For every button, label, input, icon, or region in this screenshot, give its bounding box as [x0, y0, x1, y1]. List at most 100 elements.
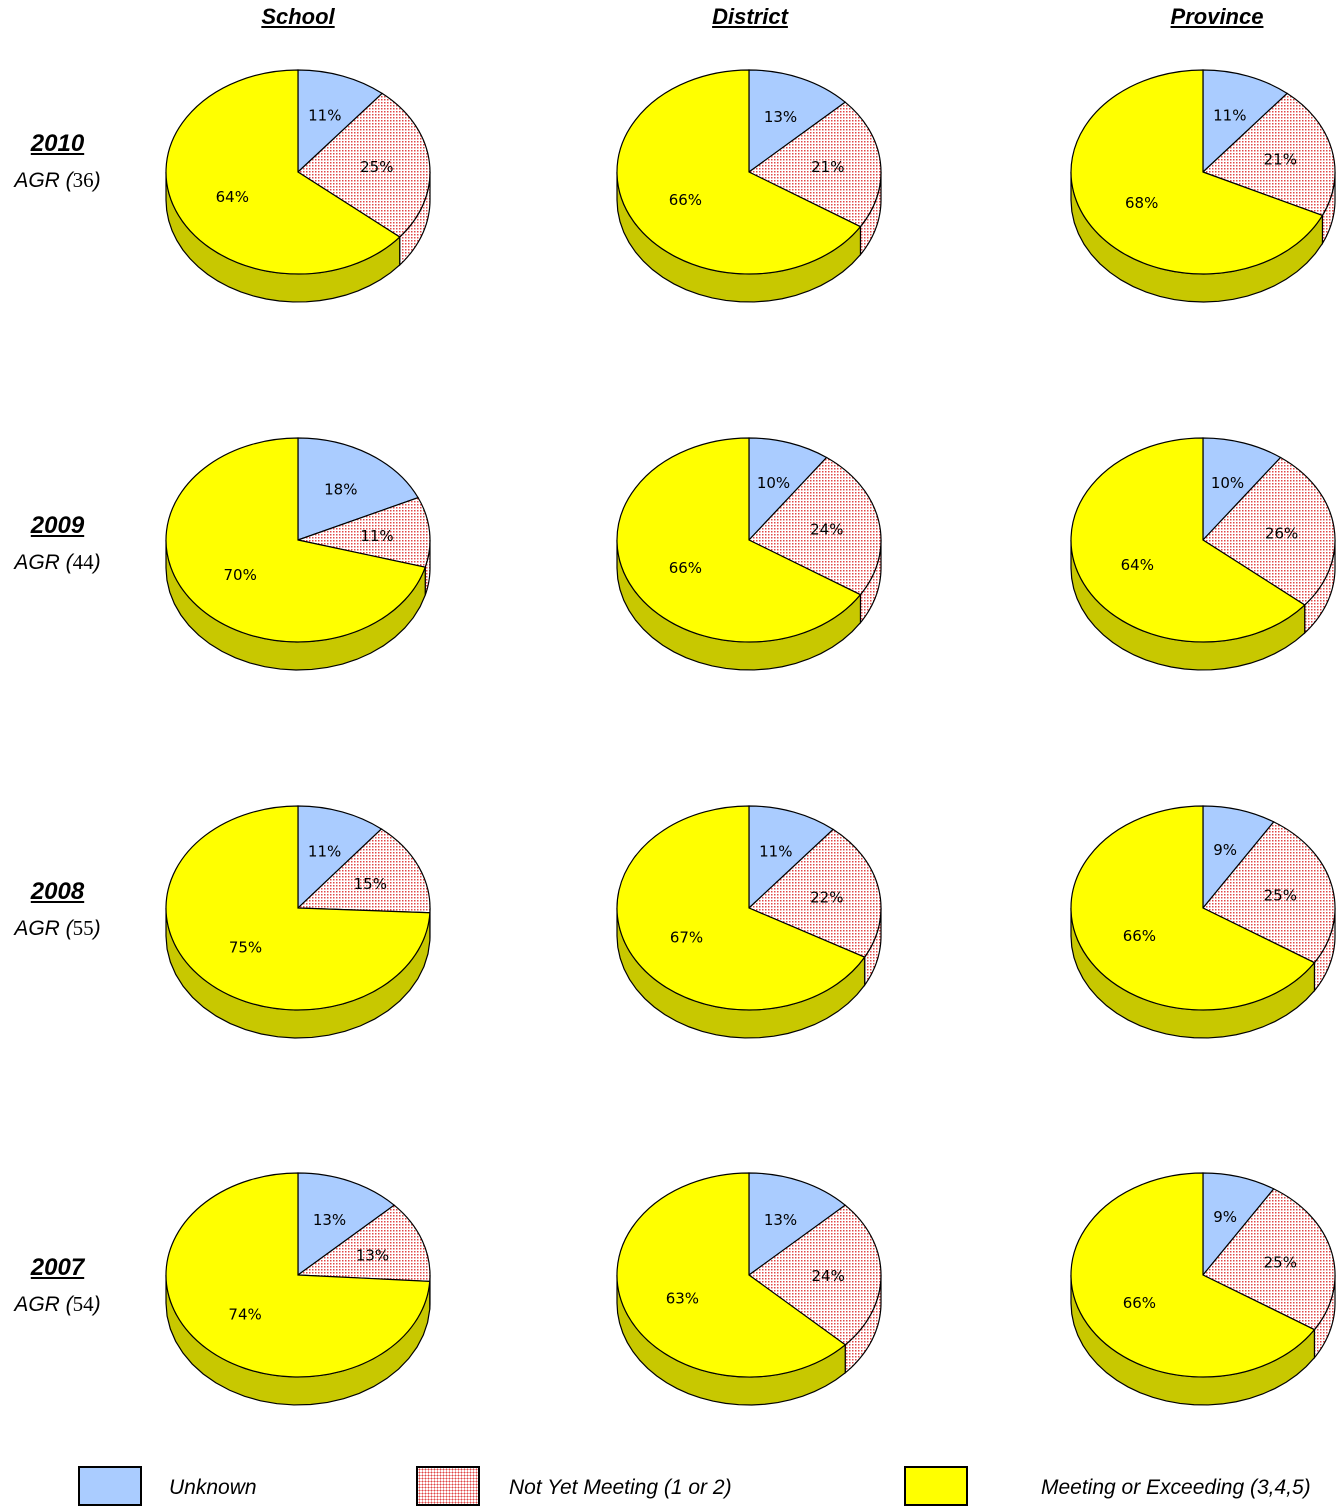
pie-label-meeting: 66% — [1123, 927, 1156, 945]
legend-swatch-not-yet — [416, 1466, 480, 1506]
pie-slice-unknown — [748, 1172, 847, 1277]
pie-chart-2007-district: 13% 24% 63% — [616, 1172, 882, 1406]
pie-label-meeting: 64% — [216, 188, 249, 206]
pie-slice-unknown — [297, 805, 383, 910]
pie-chart-2008-district: 11% 22% 67% — [616, 805, 882, 1039]
pie-chart-2009-district: 10% 24% 66% — [616, 437, 882, 671]
row-label-2010: 2010 AGR (36) — [0, 130, 115, 193]
legend-label-meeting: Meeting or Exceeding (3,4,5) — [1041, 1476, 1311, 1499]
pie-slice-meeting — [1070, 437, 1306, 643]
pie-label-unknown: 11% — [308, 842, 341, 860]
column-header-province: Province — [1170, 4, 1264, 29]
pie-slice-meeting — [616, 437, 862, 643]
pie-label-unknown: 11% — [1213, 106, 1246, 124]
pie-label-not-yet: 26% — [1265, 524, 1298, 542]
pie-label-unknown: 11% — [759, 842, 792, 860]
row-year: 2010 — [30, 130, 85, 157]
pie-label-not-yet: 25% — [1264, 887, 1297, 905]
column-header-district: District — [712, 4, 788, 29]
pie-label-unknown: 9% — [1213, 841, 1237, 859]
pie-slice-not-yet — [747, 101, 882, 228]
pie-label-unknown: 11% — [308, 106, 341, 124]
pie-slice-not-yet — [297, 92, 431, 238]
pie-slice-not-yet — [1202, 1188, 1336, 1331]
pie-slice-unknown — [297, 437, 419, 541]
pie-label-unknown: 18% — [324, 481, 357, 499]
pie-label-not-yet: 21% — [1264, 151, 1297, 169]
pie-label-meeting: 75% — [229, 939, 262, 957]
row-count-label: AGR (36) — [14, 168, 101, 192]
pie-slice-unknown — [748, 805, 835, 910]
pie-slice-unknown — [748, 69, 847, 174]
pie-chart-2010-school: 11% 25% 64% — [165, 69, 431, 303]
pie-label-not-yet: 13% — [356, 1246, 389, 1264]
pie-slice-not-yet — [748, 456, 882, 596]
pie-label-unknown: 10% — [757, 474, 790, 492]
row-label-2008: 2008 AGR (55) — [0, 878, 115, 941]
pie-label-meeting: 66% — [669, 191, 702, 209]
row-label-2009: 2009 AGR (44) — [0, 512, 115, 575]
pie-chart-2008-province: 9% 25% 66% — [1070, 805, 1336, 1039]
pie-label-not-yet: 25% — [1264, 1254, 1297, 1272]
pie-label-meeting: 66% — [1123, 1294, 1156, 1312]
pie-slice-meeting — [165, 1172, 431, 1378]
pie-chart-2010-province: 11% 21% 68% — [1070, 69, 1336, 303]
pie-label-not-yet: 25% — [360, 158, 393, 176]
pie-label-not-yet: 24% — [810, 521, 843, 539]
row-count-label: AGR (44) — [14, 550, 101, 574]
pie-label-meeting: 70% — [224, 566, 257, 584]
pie-label-meeting: 74% — [228, 1305, 261, 1323]
pie-label-not-yet: 22% — [810, 889, 843, 907]
pie-label-not-yet: 15% — [354, 875, 387, 893]
row-label-2007: 2007 AGR (54) — [0, 1254, 115, 1317]
pie-slice-unknown — [1202, 437, 1282, 542]
pie-slice-meeting — [165, 69, 401, 275]
pie-slice-meeting — [165, 805, 431, 1011]
row-count-label: AGR (54) — [14, 1292, 101, 1316]
pie-slice-not-yet — [747, 828, 882, 958]
pie-slice-not-yet — [296, 828, 431, 914]
pie-slice-not-yet — [296, 1204, 431, 1283]
legend-label-unknown: Unknown — [169, 1476, 257, 1499]
pie-slice-unknown — [748, 437, 828, 542]
row-year: 2009 — [30, 512, 85, 539]
pie-label-meeting: 67% — [670, 929, 703, 947]
pie-slice-meeting — [616, 69, 862, 275]
pie-slice-not-yet — [1202, 821, 1336, 964]
pie-label-meeting: 68% — [1125, 194, 1158, 212]
pie-slice-not-yet — [295, 496, 431, 568]
pie-slice-unknown — [297, 1172, 396, 1277]
pie-label-unknown: 9% — [1213, 1208, 1237, 1226]
pie-slice-not-yet — [1201, 92, 1336, 217]
pie-label-meeting: 64% — [1121, 556, 1154, 574]
pie-chart-grid: 11% 25% 64% 13% 21% 66% 11% 21% 68% 18% 11% 70% 10% 2… — [165, 69, 1336, 1406]
legend-label-not-yet: Not Yet Meeting (1 or 2) — [509, 1476, 732, 1499]
pie-slice-meeting — [165, 437, 427, 643]
pie-slice-not-yet — [747, 1204, 882, 1346]
pie-slice-meeting — [616, 805, 866, 1011]
pie-chart-2008-school: 11% 15% 75% — [165, 805, 431, 1039]
pie-label-meeting: 63% — [666, 1289, 699, 1307]
pie-label-unknown: 10% — [1211, 474, 1244, 492]
pie-label-unknown: 13% — [313, 1211, 346, 1229]
pie-label-unknown: 13% — [764, 1211, 797, 1229]
column-header-school: School — [261, 4, 335, 29]
pie-chart-2009-school: 18% 11% 70% — [165, 437, 431, 671]
pie-chart-2009-province: 10% 26% 64% — [1070, 437, 1336, 671]
legend: Unknown Not Yet Meeting (1 or 2) Meeting… — [0, 1466, 1343, 1510]
pie-label-unknown: 13% — [764, 108, 797, 126]
pie-slice-unknown — [1202, 69, 1289, 174]
legend-swatch-unknown — [78, 1466, 142, 1506]
pie-label-meeting: 66% — [669, 559, 702, 577]
pie-slice-meeting — [616, 1172, 847, 1378]
pie-slice-unknown — [297, 69, 384, 174]
pie-chart-2007-school: 13% 13% 74% — [165, 1172, 431, 1406]
legend-swatch-meeting — [904, 1466, 968, 1506]
pie-slice-meeting — [1070, 69, 1324, 275]
pie-slice-not-yet — [1202, 456, 1336, 606]
row-count-label: AGR (55) — [14, 916, 101, 940]
pie-label-not-yet: 21% — [811, 158, 844, 176]
row-year: 2008 — [30, 878, 85, 905]
pie-slice-meeting — [1070, 805, 1316, 1011]
pie-chart-2010-district: 13% 21% 66% — [616, 69, 882, 303]
